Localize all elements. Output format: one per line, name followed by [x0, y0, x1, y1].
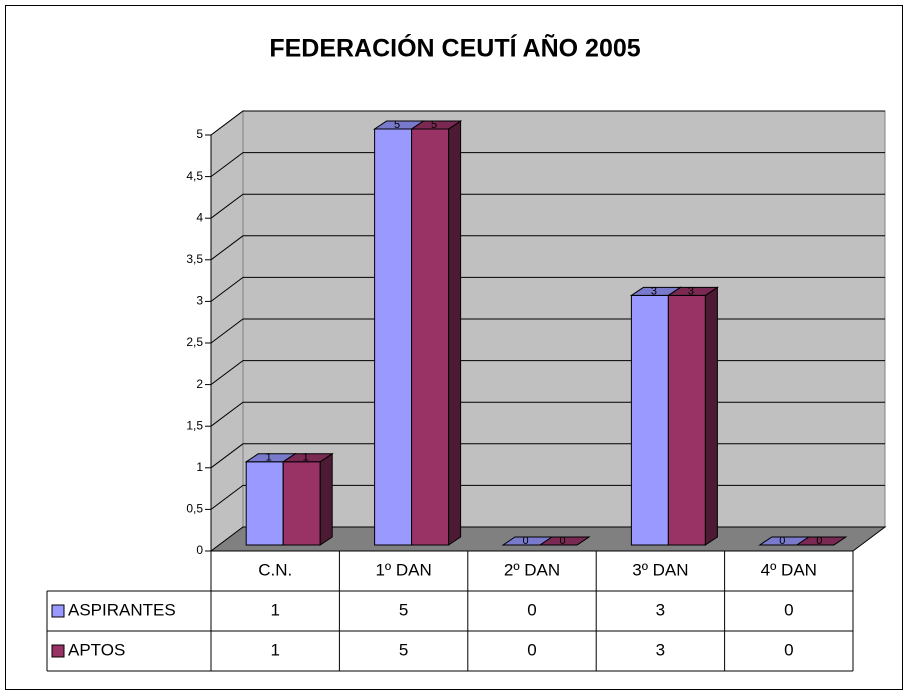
- table-value: 0: [784, 600, 793, 619]
- table-value: 3: [656, 640, 665, 659]
- data-label: 0: [816, 535, 822, 547]
- data-label: 1: [266, 452, 272, 464]
- y-tick-label: 1: [196, 460, 203, 474]
- chart-title: FEDERACIÓN CEUTÍ AÑO 2005: [269, 33, 640, 63]
- x-tick-label: 2º DAN: [504, 560, 560, 579]
- bar-side: [319, 452, 333, 546]
- y-tick-label: 3: [196, 294, 203, 308]
- bar-front: [374, 128, 413, 546]
- table-value: 1: [270, 640, 279, 659]
- grid-line: [210, 110, 885, 136]
- grid-line: [210, 193, 885, 219]
- bar-side: [448, 120, 462, 546]
- legend-label: ASPIRANTES: [68, 600, 176, 619]
- bar-top: [281, 453, 334, 463]
- table-value: 0: [784, 640, 793, 659]
- bar-front: [282, 461, 321, 546]
- table-value: 5: [399, 600, 408, 619]
- table-value: 0: [527, 640, 536, 659]
- data-label: 1: [303, 452, 309, 464]
- bar-top: [409, 120, 463, 130]
- data-label: 0: [559, 535, 565, 547]
- y-tick-label: 4,5: [186, 169, 203, 183]
- y-tick-label: 5: [196, 127, 203, 141]
- bar-top: [666, 286, 720, 296]
- legend-swatch: [51, 644, 65, 658]
- table-value: 1: [270, 600, 279, 619]
- data-label: 0: [779, 535, 785, 547]
- grid-line: [210, 152, 885, 178]
- bar-front: [630, 294, 669, 546]
- data-label: 5: [431, 119, 437, 131]
- bar-front: [411, 128, 450, 546]
- table-value: 3: [656, 600, 665, 619]
- legend-label: APTOS: [68, 640, 125, 659]
- x-tick-label: 3º DAN: [632, 560, 688, 579]
- data-label: 0: [522, 535, 528, 547]
- bar-front: [245, 461, 284, 546]
- x-tick-label: 1º DAN: [375, 560, 431, 579]
- grid-line: [210, 235, 885, 261]
- x-tick-label: 4º DAN: [761, 560, 817, 579]
- y-tick-label: 2,5: [186, 335, 203, 349]
- y-tick-label: 2: [196, 377, 203, 391]
- grid-line: [210, 276, 885, 302]
- legend-swatch: [51, 604, 65, 618]
- bar-side: [704, 286, 718, 546]
- y-tick-label: 3,5: [186, 252, 203, 266]
- y-tick-label: 0: [196, 543, 203, 557]
- data-label: 5: [394, 119, 400, 131]
- table-value: 5: [399, 640, 408, 659]
- y-tick-label: 0,5: [186, 502, 203, 516]
- bar-top: [795, 536, 848, 546]
- x-tick-label: C.N.: [258, 560, 292, 579]
- data-label: 3: [688, 285, 694, 297]
- table-value: 0: [527, 600, 536, 619]
- data-label: 3: [651, 285, 657, 297]
- y-tick-label: 1,5: [186, 418, 203, 432]
- bar-top: [538, 536, 591, 546]
- bar-front: [667, 294, 706, 546]
- y-tick-label: 4: [196, 210, 203, 224]
